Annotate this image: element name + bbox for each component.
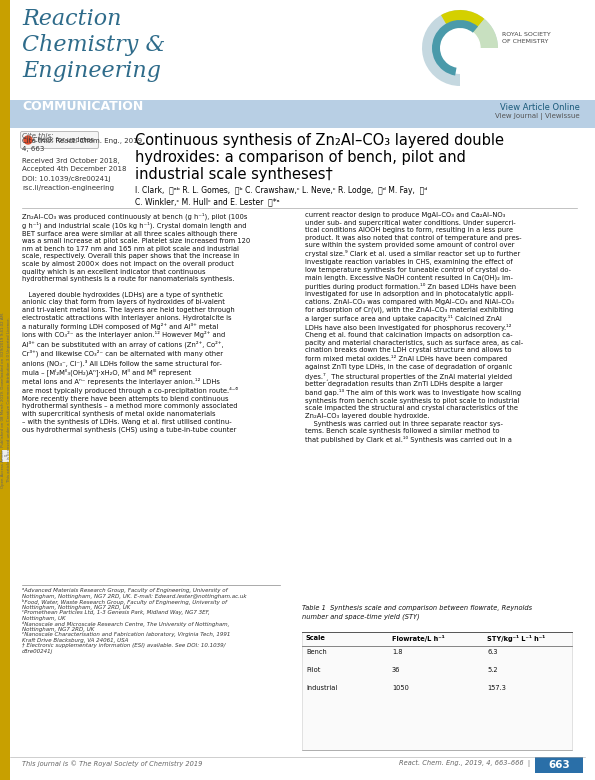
- Text: Check for updates: Check for updates: [33, 137, 94, 143]
- Text: Table 1  Synthesis scale and comparison between flowrate, Reynolds
number and sp: Table 1 Synthesis scale and comparison b…: [302, 605, 532, 619]
- Text: cc: cc: [3, 454, 8, 458]
- Text: Nottingham, Nottingham, NG7 2RD, UK. E-mail: Edward.lester@nottingham.ac.uk: Nottingham, Nottingham, NG7 2RD, UK. E-m…: [22, 594, 246, 598]
- Text: Open Access Article. Published on 08 March 2019. Downloaded on 3/29/2019 9:41:02: Open Access Article. Published on 08 Mar…: [1, 312, 11, 488]
- Text: ᵇFood, Water, Waste Research Group, Faculty of Engineering, University of: ᵇFood, Water, Waste Research Group, Facu…: [22, 599, 227, 605]
- Text: 6.3: 6.3: [487, 649, 497, 655]
- Text: Pilot: Pilot: [306, 667, 320, 673]
- Text: Industrial: Industrial: [306, 685, 337, 691]
- Bar: [10, 100, 595, 128]
- Text: COMMUNICATION: COMMUNICATION: [22, 100, 143, 113]
- Text: I. Clark,  ⓖᵃᵇ R. L. Gomes,  ⓖᵇ C. Crawshaw,ᶜ L. Neve,ᶜ R. Lodge,  ⓖᵈ M. Fay,  ⓖ: I. Clark, ⓖᵃᵇ R. L. Gomes, ⓖᵇ C. Crawsha…: [135, 186, 427, 195]
- Text: Nottingham, NG7 2RD, UK: Nottingham, NG7 2RD, UK: [22, 626, 95, 632]
- Text: Continuous synthesis of Zn₂Al–CO₃ layered double: Continuous synthesis of Zn₂Al–CO₃ layere…: [135, 133, 504, 148]
- Text: Nottingham, Nottingham, NG7 2RD, UK: Nottingham, Nottingham, NG7 2RD, UK: [22, 604, 130, 609]
- Text: 36: 36: [392, 667, 400, 673]
- Wedge shape: [432, 20, 478, 76]
- Text: industrial scale syntheses†: industrial scale syntheses†: [135, 167, 333, 182]
- Text: C. Winkler,ᶜ M. Hullᶜ and E. Lester  ⓖ*ᵃ: C. Winkler,ᶜ M. Hullᶜ and E. Lester ⓖ*ᵃ: [135, 197, 280, 206]
- Text: c8re00241j: c8re00241j: [22, 649, 53, 654]
- Text: Chemistry &: Chemistry &: [22, 34, 165, 56]
- Text: Scale: Scale: [306, 635, 326, 641]
- Text: 5.2: 5.2: [487, 667, 497, 673]
- Text: ᵉNanoscale Characterisation and Fabrication laboratory, Virginia Tech, 1991: ᵉNanoscale Characterisation and Fabricat…: [22, 632, 230, 637]
- Text: View Article Online: View Article Online: [500, 103, 580, 112]
- Text: Zn₂Al–CO₃ was produced continuously at bench (g h⁻¹), pilot (100s
g h⁻¹) and ind: Zn₂Al–CO₃ was produced continuously at b…: [22, 212, 250, 433]
- Text: 663: 663: [548, 760, 570, 770]
- Text: 1050: 1050: [392, 685, 409, 691]
- Text: Cite this: React. Chem. Eng., 2019,
4, 663: Cite this: React. Chem. Eng., 2019, 4, 6…: [22, 138, 145, 152]
- Text: ROYAL SOCIETY
OF CHEMISTRY: ROYAL SOCIETY OF CHEMISTRY: [502, 32, 551, 44]
- Bar: [10, 0, 595, 100]
- FancyBboxPatch shape: [20, 132, 99, 148]
- Wedge shape: [441, 10, 484, 48]
- Text: Cite this:: Cite this:: [22, 133, 55, 139]
- Wedge shape: [473, 19, 498, 48]
- Text: ᵈNanoscale and Microscale Research Centre, The University of Nottingham,: ᵈNanoscale and Microscale Research Centr…: [22, 621, 230, 627]
- Text: Reaction: Reaction: [22, 8, 121, 30]
- Text: ᵃAdvanced Materials Research Group, Faculty of Engineering, University of: ᵃAdvanced Materials Research Group, Facu…: [22, 588, 227, 593]
- Text: 1.8: 1.8: [392, 649, 402, 655]
- Text: View Journal | Viewissue: View Journal | Viewissue: [496, 113, 580, 120]
- Text: Received 3rd October 2018,
Accepted 4th December 2018: Received 3rd October 2018, Accepted 4th …: [22, 158, 127, 172]
- Text: DOI: 10.1039/c8re00241j: DOI: 10.1039/c8re00241j: [22, 176, 111, 182]
- Text: Flowrate/L h⁻¹: Flowrate/L h⁻¹: [392, 635, 444, 642]
- Text: hydroxides: a comparison of bench, pilot and: hydroxides: a comparison of bench, pilot…: [135, 150, 466, 165]
- Text: 157.3: 157.3: [487, 685, 506, 691]
- Circle shape: [24, 136, 32, 144]
- Circle shape: [440, 28, 480, 68]
- Bar: [535, 757, 583, 773]
- Bar: [2, 450, 9, 462]
- Text: This journal is © The Royal Society of Chemistry 2019: This journal is © The Royal Society of C…: [22, 760, 202, 767]
- Text: STY/kg⁻¹ L⁻¹ h⁻¹: STY/kg⁻¹ L⁻¹ h⁻¹: [487, 635, 545, 642]
- Bar: [0, 0, 10, 780]
- Text: current reactor design to produce MgAl–CO₃ and Ca₂Al–NO₃
under sub- and supercri: current reactor design to produce MgAl–C…: [305, 212, 523, 443]
- Text: rsc.li/reaction-engineering: rsc.li/reaction-engineering: [22, 185, 114, 191]
- Bar: [302, 632, 572, 750]
- Text: Kraft Drive Blacksburg, VA 24061, USA: Kraft Drive Blacksburg, VA 24061, USA: [22, 638, 129, 643]
- Text: ᶜPromethean Particles Ltd, 1-3 Genesis Park, Midland Way, NG7 3EF,: ᶜPromethean Particles Ltd, 1-3 Genesis P…: [22, 610, 210, 615]
- Text: React. Chem. Eng., 2019, 4, 663–666  |: React. Chem. Eng., 2019, 4, 663–666 |: [399, 760, 530, 767]
- Text: Engineering: Engineering: [22, 60, 161, 82]
- Wedge shape: [422, 10, 498, 86]
- Text: † Electronic supplementary information (ESI) available. See DOI: 10.1039/: † Electronic supplementary information (…: [22, 644, 226, 648]
- Text: Bench: Bench: [306, 649, 327, 655]
- Text: Nottingham, UK: Nottingham, UK: [22, 615, 65, 621]
